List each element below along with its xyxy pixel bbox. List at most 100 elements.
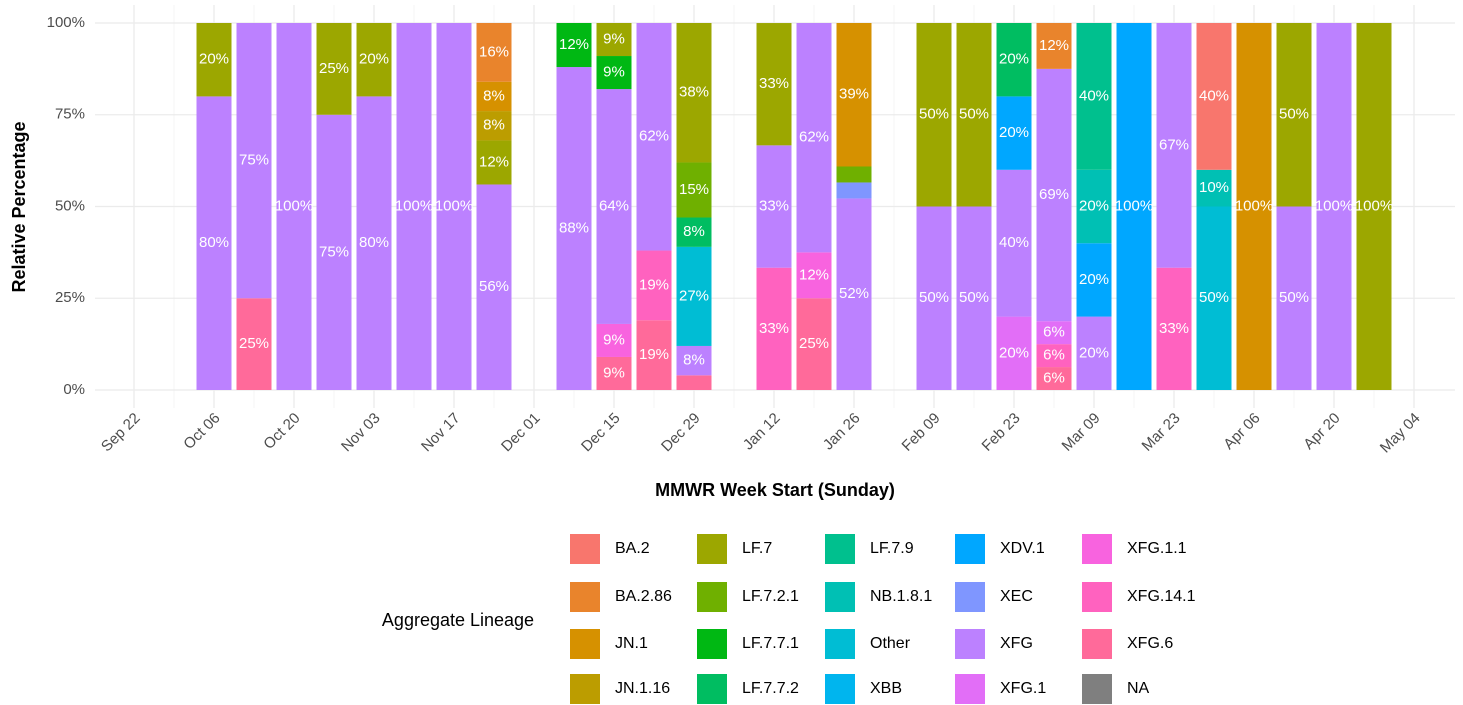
data-label: 100% [395, 197, 433, 214]
bar-segment [236, 298, 272, 390]
data-label: 20% [1079, 271, 1109, 288]
legend-key [825, 582, 855, 612]
legend-key [955, 629, 985, 659]
legend-key [697, 674, 727, 704]
data-label: 52% [839, 285, 869, 302]
data-label: 64% [599, 197, 629, 214]
legend-key [955, 674, 985, 704]
bar-segment [196, 96, 232, 391]
data-label: 19% [639, 276, 669, 293]
bar-segment [676, 162, 712, 218]
data-label: 88% [559, 219, 589, 236]
bar-segment [1196, 169, 1232, 207]
bar-segment [356, 96, 392, 391]
bar-segment [1156, 267, 1192, 390]
bar-segment [1316, 23, 1352, 390]
bar-segment [996, 96, 1032, 170]
x-tick-label: Oct 06 [180, 410, 223, 453]
data-label: 40% [1079, 87, 1109, 104]
legend-label: XDV.1 [1000, 540, 1045, 557]
x-tick-label: Apr 06 [1220, 410, 1263, 453]
bar-segment [236, 23, 272, 299]
legend-key [1082, 629, 1112, 659]
bar-segment [476, 23, 512, 82]
data-label: 100% [1115, 197, 1153, 214]
legend-key [570, 534, 600, 564]
legend-label: XFG.6 [1127, 635, 1173, 652]
data-label: 8% [683, 223, 705, 240]
y-tick-label: 100% [47, 14, 85, 31]
x-tick-label: Dec 01 [498, 410, 544, 456]
x-tick-label: Feb 09 [899, 410, 944, 455]
x-tick-label: Dec 15 [578, 410, 624, 456]
data-label: 9% [603, 30, 625, 47]
x-tick-label: Jan 26 [820, 410, 864, 454]
bar-segment [1356, 23, 1392, 390]
data-label: 100% [1355, 197, 1393, 214]
data-label: 39% [839, 86, 869, 103]
x-axis-title: MMWR Week Start (Sunday) [655, 480, 895, 500]
bar-segment [676, 246, 712, 346]
bar-segment [756, 145, 792, 268]
data-label: 6% [1043, 324, 1065, 341]
data-label: 10% [1199, 179, 1229, 196]
data-label: 20% [359, 51, 389, 68]
bar-segment [1036, 68, 1072, 322]
bar-segment [396, 23, 432, 390]
data-label: 12% [1039, 37, 1069, 54]
data-label: 62% [639, 128, 669, 145]
data-label: 33% [759, 320, 789, 337]
bar-segment [636, 250, 672, 321]
legend-label: XFG.14.1 [1127, 588, 1196, 605]
data-label: 80% [359, 234, 389, 251]
legend-label: LF.7.7.1 [742, 635, 799, 652]
legend-label: XBB [870, 680, 902, 697]
data-label: 20% [999, 51, 1029, 68]
legend-key [825, 534, 855, 564]
bar-segment [196, 23, 232, 97]
bar-segment [476, 81, 512, 112]
legend-key [825, 629, 855, 659]
bar-segment [1076, 169, 1112, 244]
x-tick-label: Feb 23 [979, 410, 1024, 455]
legend-label: NB.1.8.1 [870, 588, 932, 605]
legend-label: XFG.1.1 [1127, 540, 1187, 557]
legend-label: JN.1 [615, 635, 648, 652]
data-label: 50% [1279, 106, 1309, 123]
y-tick-label: 0% [63, 381, 85, 398]
x-tick-label: Jan 12 [740, 410, 784, 454]
data-label: 25% [799, 335, 829, 352]
data-label: 75% [239, 152, 269, 169]
data-label: 69% [1039, 186, 1069, 203]
bar-segment [836, 166, 872, 183]
legend-label: XFG.1 [1000, 680, 1046, 697]
bar-segment [596, 356, 632, 390]
bar-segment [596, 56, 632, 90]
legend-key [1082, 534, 1112, 564]
legend-label: Other [870, 635, 911, 652]
legend-key [825, 674, 855, 704]
data-label: 50% [919, 106, 949, 123]
bar-segment [476, 140, 512, 185]
bar-segment [1076, 243, 1112, 317]
x-tick-label: Nov 17 [418, 410, 464, 456]
bar-segment [1036, 367, 1072, 390]
data-label: 20% [1079, 197, 1109, 214]
data-label: 80% [199, 234, 229, 251]
legend-label: XFG [1000, 635, 1033, 652]
legend-label: NA [1127, 680, 1150, 697]
legend-label: JN.1.16 [615, 680, 670, 697]
legend-key [1082, 582, 1112, 612]
data-label: 40% [999, 234, 1029, 251]
data-label: 27% [679, 287, 709, 304]
bar-segment [796, 298, 832, 390]
x-tick-label: Oct 20 [260, 410, 303, 453]
x-tick-label: Dec 29 [658, 410, 704, 456]
bar-segment [996, 316, 1032, 390]
legend-label: LF.7 [742, 540, 772, 557]
data-label: 9% [603, 364, 625, 381]
data-label: 40% [1199, 87, 1229, 104]
bar-segment [836, 23, 872, 167]
data-label: 25% [239, 335, 269, 352]
